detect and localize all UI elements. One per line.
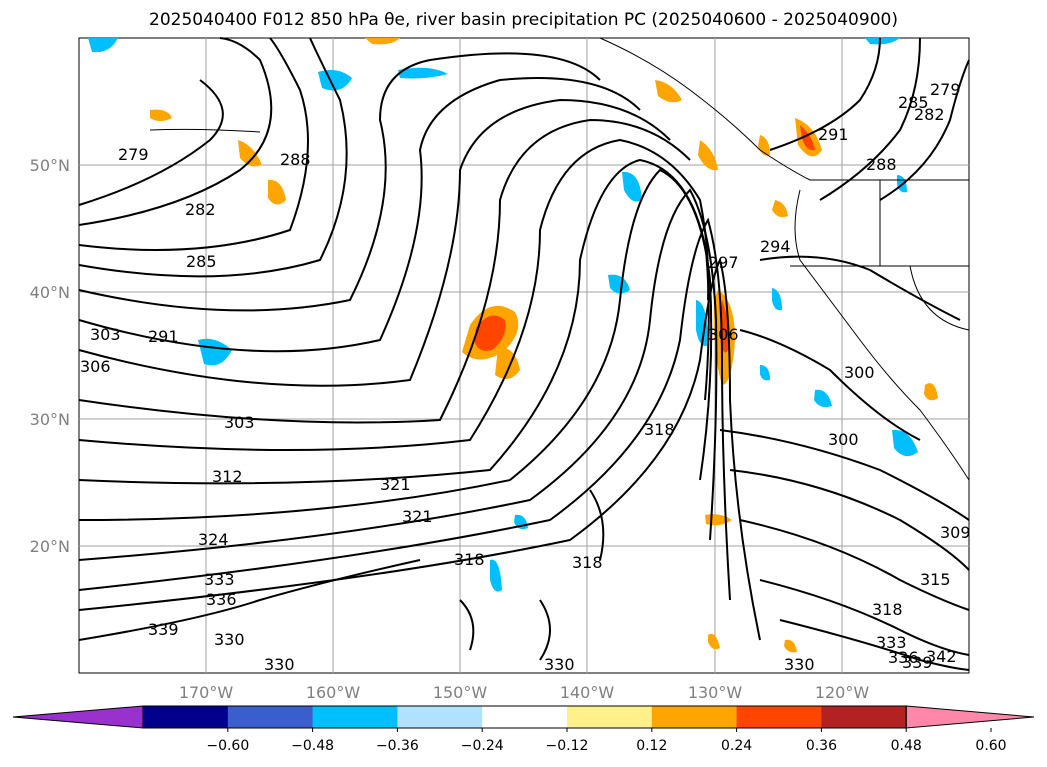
contour-label: 330 bbox=[544, 655, 575, 674]
contour-label: 333 bbox=[204, 570, 235, 589]
colorbar-frame bbox=[142, 705, 907, 729]
contour-label: 300 bbox=[828, 430, 859, 449]
colorbar-segment bbox=[567, 706, 653, 728]
lon-tick-label: 160°W bbox=[306, 683, 361, 702]
colorbar-segment bbox=[651, 706, 738, 728]
colorbar-segment bbox=[143, 706, 229, 728]
contour-label: 339 bbox=[902, 653, 933, 672]
lon-tick-label: 140°W bbox=[560, 683, 615, 702]
contour-label: 318 bbox=[872, 600, 903, 619]
colorbar-segment bbox=[821, 706, 907, 728]
contour-labels: 279 282 285 288 291 303 306 303 312 324 … bbox=[80, 80, 971, 674]
colorbar-tick-label: −0.12 bbox=[546, 738, 589, 754]
gridlines bbox=[79, 38, 969, 673]
contour-label: 279 bbox=[930, 80, 961, 99]
contour-label: 288 bbox=[866, 155, 897, 174]
contour-label: 291 bbox=[148, 327, 179, 346]
contour-label: 336 bbox=[206, 590, 237, 609]
colorbar-segment bbox=[397, 706, 483, 728]
map-panel: 279 282 285 288 291 303 306 303 312 324 … bbox=[78, 37, 971, 674]
colorbar-tick-label: 0.48 bbox=[891, 738, 922, 754]
precip-shading bbox=[88, 38, 938, 653]
contour-label: 282 bbox=[914, 105, 945, 124]
contour-label: 285 bbox=[186, 252, 217, 271]
lat-tick-label: 30°N bbox=[30, 410, 70, 429]
colorbar-segment bbox=[227, 706, 314, 728]
colorbar-tick-label: −0.60 bbox=[206, 738, 249, 754]
contour-label: 330 bbox=[264, 655, 295, 674]
contour-label: 312 bbox=[212, 467, 243, 486]
lat-tick-label: 40°N bbox=[30, 283, 70, 302]
colorbar-tick-label: 0.36 bbox=[806, 738, 837, 754]
lat-tick-label: 50°N bbox=[30, 156, 70, 175]
contour-label: 285 bbox=[898, 93, 929, 112]
colorbar-segment bbox=[312, 706, 398, 728]
colorbar-segment bbox=[482, 706, 568, 728]
contour-label: 279 bbox=[118, 145, 149, 164]
colorbar-tick-label: −0.24 bbox=[461, 738, 504, 754]
colorbar-tick-label: −0.36 bbox=[376, 738, 419, 754]
colorbar-tick-label: 0.12 bbox=[636, 738, 667, 754]
map-title: 2025040400 F012 850 hPa θe, river basin … bbox=[149, 10, 898, 30]
theta-e-contours bbox=[78, 37, 970, 671]
contour-label: 309 bbox=[940, 523, 971, 542]
lon-tick-label: 130°W bbox=[688, 683, 743, 702]
contour-label: 330 bbox=[214, 630, 245, 649]
contour-label: 303 bbox=[224, 413, 255, 432]
contour-label: 330 bbox=[784, 655, 815, 674]
contour-label: 288 bbox=[280, 150, 311, 169]
coastlines bbox=[149, 37, 970, 481]
contour-label: 306 bbox=[80, 357, 111, 376]
contour-label: 297 bbox=[708, 253, 739, 272]
contour-label: 300 bbox=[844, 363, 875, 382]
contour-label: 282 bbox=[185, 200, 216, 219]
colorbar-tick-label: 0.24 bbox=[721, 738, 752, 754]
contour-label: 318 bbox=[572, 553, 603, 572]
contour-label: 321 bbox=[380, 475, 411, 494]
contour-label: 342 bbox=[926, 647, 957, 666]
contour-label: 303 bbox=[90, 325, 121, 344]
contour-label: 294 bbox=[760, 237, 791, 256]
lon-tick-label: 150°W bbox=[433, 683, 488, 702]
contour-label: 324 bbox=[198, 530, 229, 549]
contour-label: 321 bbox=[402, 507, 433, 526]
contour-label: 306 bbox=[708, 325, 739, 344]
lat-tick-label: 20°N bbox=[30, 537, 70, 556]
lon-tick-label: 120°W bbox=[815, 683, 870, 702]
contour-label: 339 bbox=[148, 620, 179, 639]
colorbar: −0.60 −0.48 −0.36 −0.24 −0.12 0.12 0.24 0.36 0.4… bbox=[12, 705, 1035, 754]
contour-label: 318 bbox=[644, 420, 675, 439]
colorbar-extend-low bbox=[12, 705, 144, 729]
longitude-axis: 170°W 160°W 150°W 140°W 130°W 120°W bbox=[179, 683, 870, 702]
contour-label: 291 bbox=[818, 125, 849, 144]
colorbar-segment bbox=[736, 706, 822, 728]
contour-label: 333 bbox=[876, 633, 907, 652]
colorbar-extend-high bbox=[905, 705, 1035, 729]
latitude-axis: 50°N 40°N 30°N 20°N bbox=[30, 156, 70, 556]
colorbar-tick-label: 0.60 bbox=[975, 738, 1006, 754]
colorbar-tick-label: −0.48 bbox=[291, 738, 334, 754]
contour-label: 336 bbox=[888, 648, 919, 667]
contour-label: 318 bbox=[454, 550, 485, 569]
contour-label: 315 bbox=[920, 570, 951, 589]
lon-tick-label: 170°W bbox=[179, 683, 234, 702]
